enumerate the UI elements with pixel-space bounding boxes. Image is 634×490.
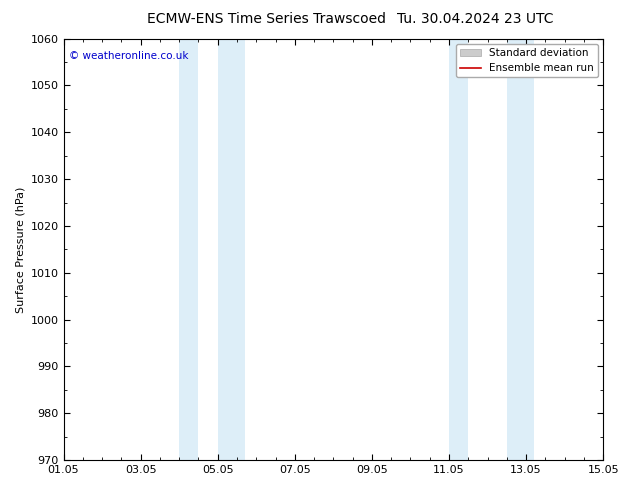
Text: ECMW-ENS Time Series Trawscoed: ECMW-ENS Time Series Trawscoed (147, 12, 385, 26)
Bar (449, 39, 469, 460)
Y-axis label: Surface Pressure (hPa): Surface Pressure (hPa) (15, 186, 25, 313)
Legend: Standard deviation, Ensemble mean run: Standard deviation, Ensemble mean run (456, 44, 598, 77)
Bar (507, 39, 534, 460)
Bar (217, 39, 245, 460)
Text: © weatheronline.co.uk: © weatheronline.co.uk (69, 51, 188, 61)
Bar (179, 39, 198, 460)
Text: Tu. 30.04.2024 23 UTC: Tu. 30.04.2024 23 UTC (398, 12, 553, 26)
